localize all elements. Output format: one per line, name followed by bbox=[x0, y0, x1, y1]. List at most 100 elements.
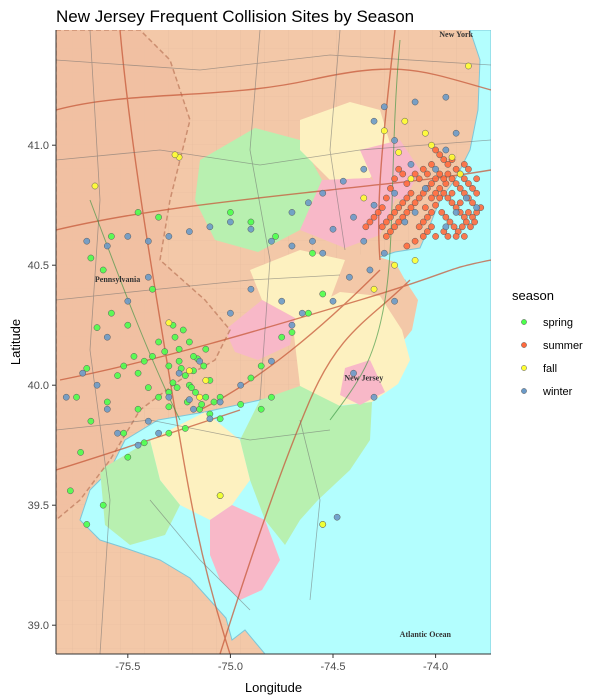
point-winter-24 bbox=[442, 93, 450, 101]
point-summer-91 bbox=[444, 161, 452, 168]
point-spring-27 bbox=[165, 403, 173, 411]
legend-title: season bbox=[512, 288, 554, 303]
x-tick-label: -75.0 bbox=[218, 661, 243, 673]
point-fall-11 bbox=[186, 367, 193, 375]
point-fall-2 bbox=[91, 182, 99, 190]
point-winter-36 bbox=[206, 415, 214, 423]
point-winter-68 bbox=[305, 199, 312, 207]
point-summer-95 bbox=[473, 175, 480, 183]
point-winter-50 bbox=[333, 513, 341, 521]
basemap-label-pennsylvania: Pennsylvania bbox=[95, 275, 140, 284]
point-winter-59 bbox=[360, 237, 368, 245]
point-winter-4 bbox=[391, 189, 398, 197]
point-spring-7 bbox=[181, 372, 189, 379]
point-spring-55 bbox=[257, 362, 265, 370]
point-winter-16 bbox=[144, 237, 152, 245]
point-summer-75 bbox=[419, 233, 427, 240]
point-summer-67 bbox=[378, 223, 386, 231]
x-tick-label: -75.5 bbox=[115, 661, 140, 673]
basemap-label-new-jersey: New Jersey bbox=[344, 373, 383, 382]
point-fall-4 bbox=[411, 257, 419, 264]
point-summer-7 bbox=[465, 209, 472, 216]
point-summer-74 bbox=[403, 180, 411, 187]
point-winter-32 bbox=[288, 321, 296, 329]
point-winter-62 bbox=[391, 297, 398, 305]
point-spring-34 bbox=[108, 309, 115, 317]
point-winter-23 bbox=[411, 98, 419, 106]
point-summer-78 bbox=[424, 228, 431, 235]
point-fall-6 bbox=[428, 141, 435, 149]
point-winter-6 bbox=[350, 213, 357, 221]
point-fall-18 bbox=[380, 127, 388, 135]
point-summer-51 bbox=[415, 194, 423, 202]
point-winter-27 bbox=[407, 161, 415, 168]
point-winter-17 bbox=[124, 233, 132, 240]
point-fall-8 bbox=[360, 194, 368, 202]
point-winter-8 bbox=[309, 237, 316, 245]
point-winter-54 bbox=[298, 309, 306, 317]
basemap-county-cape bbox=[210, 505, 280, 600]
point-spring-20 bbox=[149, 353, 156, 360]
point-winter-52 bbox=[175, 369, 183, 377]
point-winter-44 bbox=[62, 393, 70, 401]
point-fall-20 bbox=[421, 129, 429, 137]
point-winter-15 bbox=[165, 233, 173, 240]
point-winter-39 bbox=[144, 417, 152, 425]
point-spring-41 bbox=[83, 521, 91, 528]
point-winter-46 bbox=[124, 297, 132, 305]
point-winter-60 bbox=[380, 249, 388, 257]
point-summer-1 bbox=[440, 189, 448, 197]
point-winter-31 bbox=[329, 297, 337, 305]
point-summer-82 bbox=[432, 233, 439, 240]
point-winter-71 bbox=[134, 441, 142, 449]
point-winter-14 bbox=[186, 228, 193, 235]
point-spring-45 bbox=[140, 439, 148, 447]
point-spring-30 bbox=[114, 372, 121, 379]
point-fall-21 bbox=[202, 377, 210, 384]
point-winter-63 bbox=[463, 194, 470, 202]
point-winter-12 bbox=[227, 218, 234, 226]
point-spring-77 bbox=[175, 357, 183, 365]
point-summer-42 bbox=[460, 175, 468, 183]
point-spring-70 bbox=[87, 254, 95, 262]
point-winter-66 bbox=[339, 177, 347, 185]
point-fall-9 bbox=[216, 492, 224, 499]
point-winter-30 bbox=[346, 273, 353, 281]
point-winter-55 bbox=[278, 297, 286, 305]
point-summer-22 bbox=[442, 213, 450, 221]
basemap-county-warren bbox=[195, 128, 322, 252]
point-summer-65 bbox=[387, 213, 394, 221]
point-winter-37 bbox=[186, 396, 193, 403]
point-spring-23 bbox=[165, 362, 173, 370]
point-summer-98 bbox=[419, 165, 427, 173]
point-winter-21 bbox=[370, 117, 378, 125]
point-summer-34 bbox=[456, 185, 464, 192]
point-fall-16 bbox=[407, 175, 415, 183]
basemap-county-burlington bbox=[240, 386, 372, 545]
point-winter-11 bbox=[247, 225, 255, 233]
point-summer-23 bbox=[446, 218, 454, 226]
point-summer-39 bbox=[436, 170, 444, 178]
point-summer-17 bbox=[415, 223, 423, 231]
point-winter-22 bbox=[380, 103, 388, 111]
point-spring-73 bbox=[257, 405, 265, 413]
point-spring-58 bbox=[305, 309, 312, 317]
point-spring-61 bbox=[272, 233, 279, 240]
point-winter-33 bbox=[268, 357, 275, 365]
legend-label-summer: summer bbox=[543, 340, 583, 352]
point-spring-44 bbox=[120, 429, 128, 437]
point-summer-47 bbox=[432, 175, 439, 183]
point-summer-28 bbox=[467, 223, 474, 231]
y-tick-label: 39.0 bbox=[28, 620, 49, 632]
point-summer-60 bbox=[407, 189, 415, 197]
point-spring-3 bbox=[175, 345, 183, 353]
point-spring-16 bbox=[155, 393, 162, 401]
point-winter-38 bbox=[165, 393, 173, 401]
point-summer-94 bbox=[465, 165, 472, 173]
point-winter-51 bbox=[196, 357, 203, 365]
point-spring-48 bbox=[190, 353, 197, 360]
point-spring-54 bbox=[247, 374, 255, 382]
point-spring-62 bbox=[247, 218, 255, 226]
y-tick-label: 41.0 bbox=[28, 140, 49, 152]
point-fall-15 bbox=[465, 62, 472, 70]
